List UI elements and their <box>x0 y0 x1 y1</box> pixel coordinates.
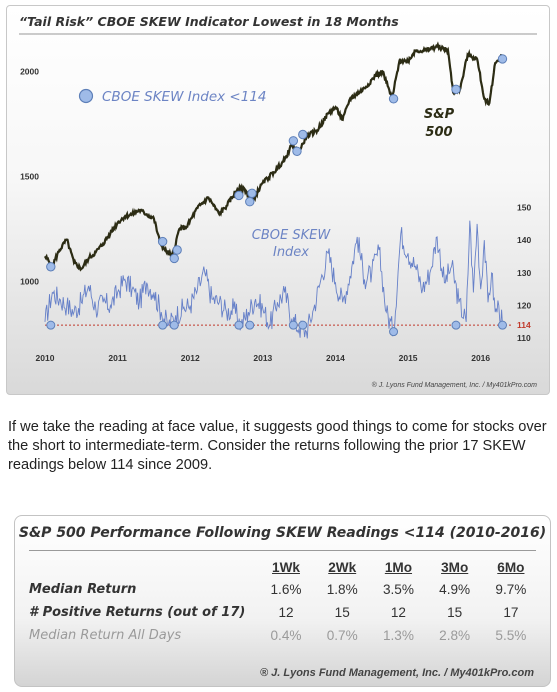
skew-label-line2: Index <box>273 245 309 260</box>
table-cell: 1.3% <box>382 628 414 643</box>
sp500-skew-signal-marker <box>46 262 56 272</box>
skew-sp500-chart: “Tail Risk” CBOE SKEW Indicator Lowest i… <box>19 14 537 389</box>
table-cell: 15 <box>447 605 463 620</box>
sp500-skew-signal-marker <box>497 54 508 64</box>
skew-low-marker <box>298 320 308 330</box>
sp500-skew-signal-marker <box>247 188 257 199</box>
table-row: # Positive Returns (out of 17) 12 15 12 … <box>29 601 539 624</box>
legend-label: CBOE SKEW Index <114 <box>102 89 267 105</box>
left-axis-tick-label: 2000 <box>20 67 39 77</box>
sp500-skew-signal-marker <box>234 190 244 201</box>
table-cell: 17 <box>503 605 519 620</box>
table-title: S&P 500 Performance Following SKEW Readi… <box>18 525 547 541</box>
right-axis-tick-label: 130 <box>517 268 531 278</box>
table-cell: 0.4% <box>270 628 302 643</box>
column-header: 3Mo <box>441 559 469 575</box>
skew-low-marker <box>46 320 56 330</box>
table-cell: 5.5% <box>495 628 527 643</box>
sp500-skew-signal-marker <box>169 253 179 264</box>
x-axis-tick-label: 2015 <box>399 353 418 363</box>
table-cell: 3.5% <box>382 582 414 597</box>
chart-panel: “Tail Risk” CBOE SKEW Indicator Lowest i… <box>6 5 550 395</box>
table-cell: 12 <box>390 605 406 620</box>
skew-low-marker <box>389 327 399 337</box>
right-axis-tick-label: 110 <box>517 333 531 343</box>
x-axis-tick-label: 2011 <box>108 353 127 363</box>
sp500-skew-signal-marker <box>451 84 461 95</box>
sp500-skew-signal-marker <box>288 136 299 146</box>
header-spacer <box>29 556 258 578</box>
column-header: 2Wk <box>328 559 357 575</box>
skew-low-marker <box>288 320 298 330</box>
table-credit: ® J. Lyons Fund Management, Inc. / My401… <box>259 667 534 679</box>
chart-title: “Tail Risk” CBOE SKEW Indicator Lowest i… <box>19 14 399 29</box>
skew-series-line <box>44 220 503 339</box>
row-label: Median Return <box>29 582 137 597</box>
table-cell: 0.7% <box>326 628 358 643</box>
sp500-skew-signal-marker <box>298 129 308 140</box>
column-header: 1Mo <box>384 559 413 575</box>
skew-label-line1: CBOE SKEW <box>252 228 332 243</box>
table-title-rule <box>29 550 536 551</box>
row-label: Median Return All Days <box>29 628 182 643</box>
table-header-row: 1Wk 2Wk 1Mo 3Mo 6Mo <box>29 556 539 578</box>
right-axis-tick-label: 150 <box>517 203 531 213</box>
column-header: 1Wk <box>272 559 300 575</box>
sp500-label-line1: S&P <box>424 107 455 122</box>
chart-credit: ® J. Lyons Fund Management, Inc. / My401… <box>372 381 537 389</box>
sp500-skew-signal-marker <box>157 236 168 247</box>
skew-low-marker <box>497 320 507 330</box>
table-row: Median Return 1.6% 1.8% 3.5% 4.9% 9.7% <box>29 578 539 601</box>
x-axis-tick-label: 2016 <box>471 353 490 363</box>
skew-low-marker <box>451 320 461 330</box>
legend-marker-icon <box>78 88 94 104</box>
table-cell: 2.8% <box>439 628 471 643</box>
sp500-skew-signal-marker <box>292 146 302 157</box>
skew-low-marker <box>234 320 244 330</box>
table-cell: 9.7% <box>495 582 527 597</box>
axes-layer: 1000 1500 2000 110 120 130 140 150 114 2010 2011 20… <box>20 67 531 364</box>
x-axis-tick-label: 2012 <box>181 353 200 363</box>
sp500-skew-signal-marker <box>388 94 399 104</box>
table-cell: 1.8% <box>326 582 358 597</box>
performance-table-panel: S&P 500 Performance Following SKEW Readi… <box>14 515 551 687</box>
table-row: Median Return All Days 0.4% 0.7% 1.3% 2.… <box>29 624 539 647</box>
left-axis-tick-label: 1500 <box>20 172 39 182</box>
sp500-series-layer <box>44 41 504 272</box>
sp500-label-line2: 500 <box>425 125 452 140</box>
performance-table: 1Wk 2Wk 1Mo 3Mo 6Mo Median Return 1.6% 1… <box>29 556 539 647</box>
sp500-skew-signal-marker <box>245 197 255 207</box>
column-header: 6Mo <box>497 559 525 575</box>
sp500-series-line <box>44 41 504 272</box>
commentary-text: If we take the reading at face value, it… <box>8 419 547 473</box>
skew-low-marker <box>158 320 168 330</box>
right-axis-tick-label: 120 <box>517 301 531 311</box>
table-cell: 1.6% <box>270 582 302 597</box>
skew-low-marker <box>169 320 179 330</box>
x-axis-tick-label: 2014 <box>326 353 345 363</box>
skew-series-layer <box>44 220 503 339</box>
row-label: # Positive Returns (out of 17) <box>29 605 246 620</box>
sp500-skew-signal-marker <box>172 245 182 255</box>
marker-layer <box>46 54 508 337</box>
left-axis-tick-label: 1000 <box>20 277 39 287</box>
table-cell: 4.9% <box>439 582 471 597</box>
threshold-label: 114 <box>517 320 531 330</box>
x-axis-tick-label: 2013 <box>253 353 272 363</box>
table-cell: 12 <box>278 605 294 620</box>
skew-low-marker <box>245 320 255 330</box>
table-cell: 15 <box>334 605 350 620</box>
x-axis-tick-label: 2010 <box>36 353 55 363</box>
right-axis-tick-label: 140 <box>517 235 531 245</box>
